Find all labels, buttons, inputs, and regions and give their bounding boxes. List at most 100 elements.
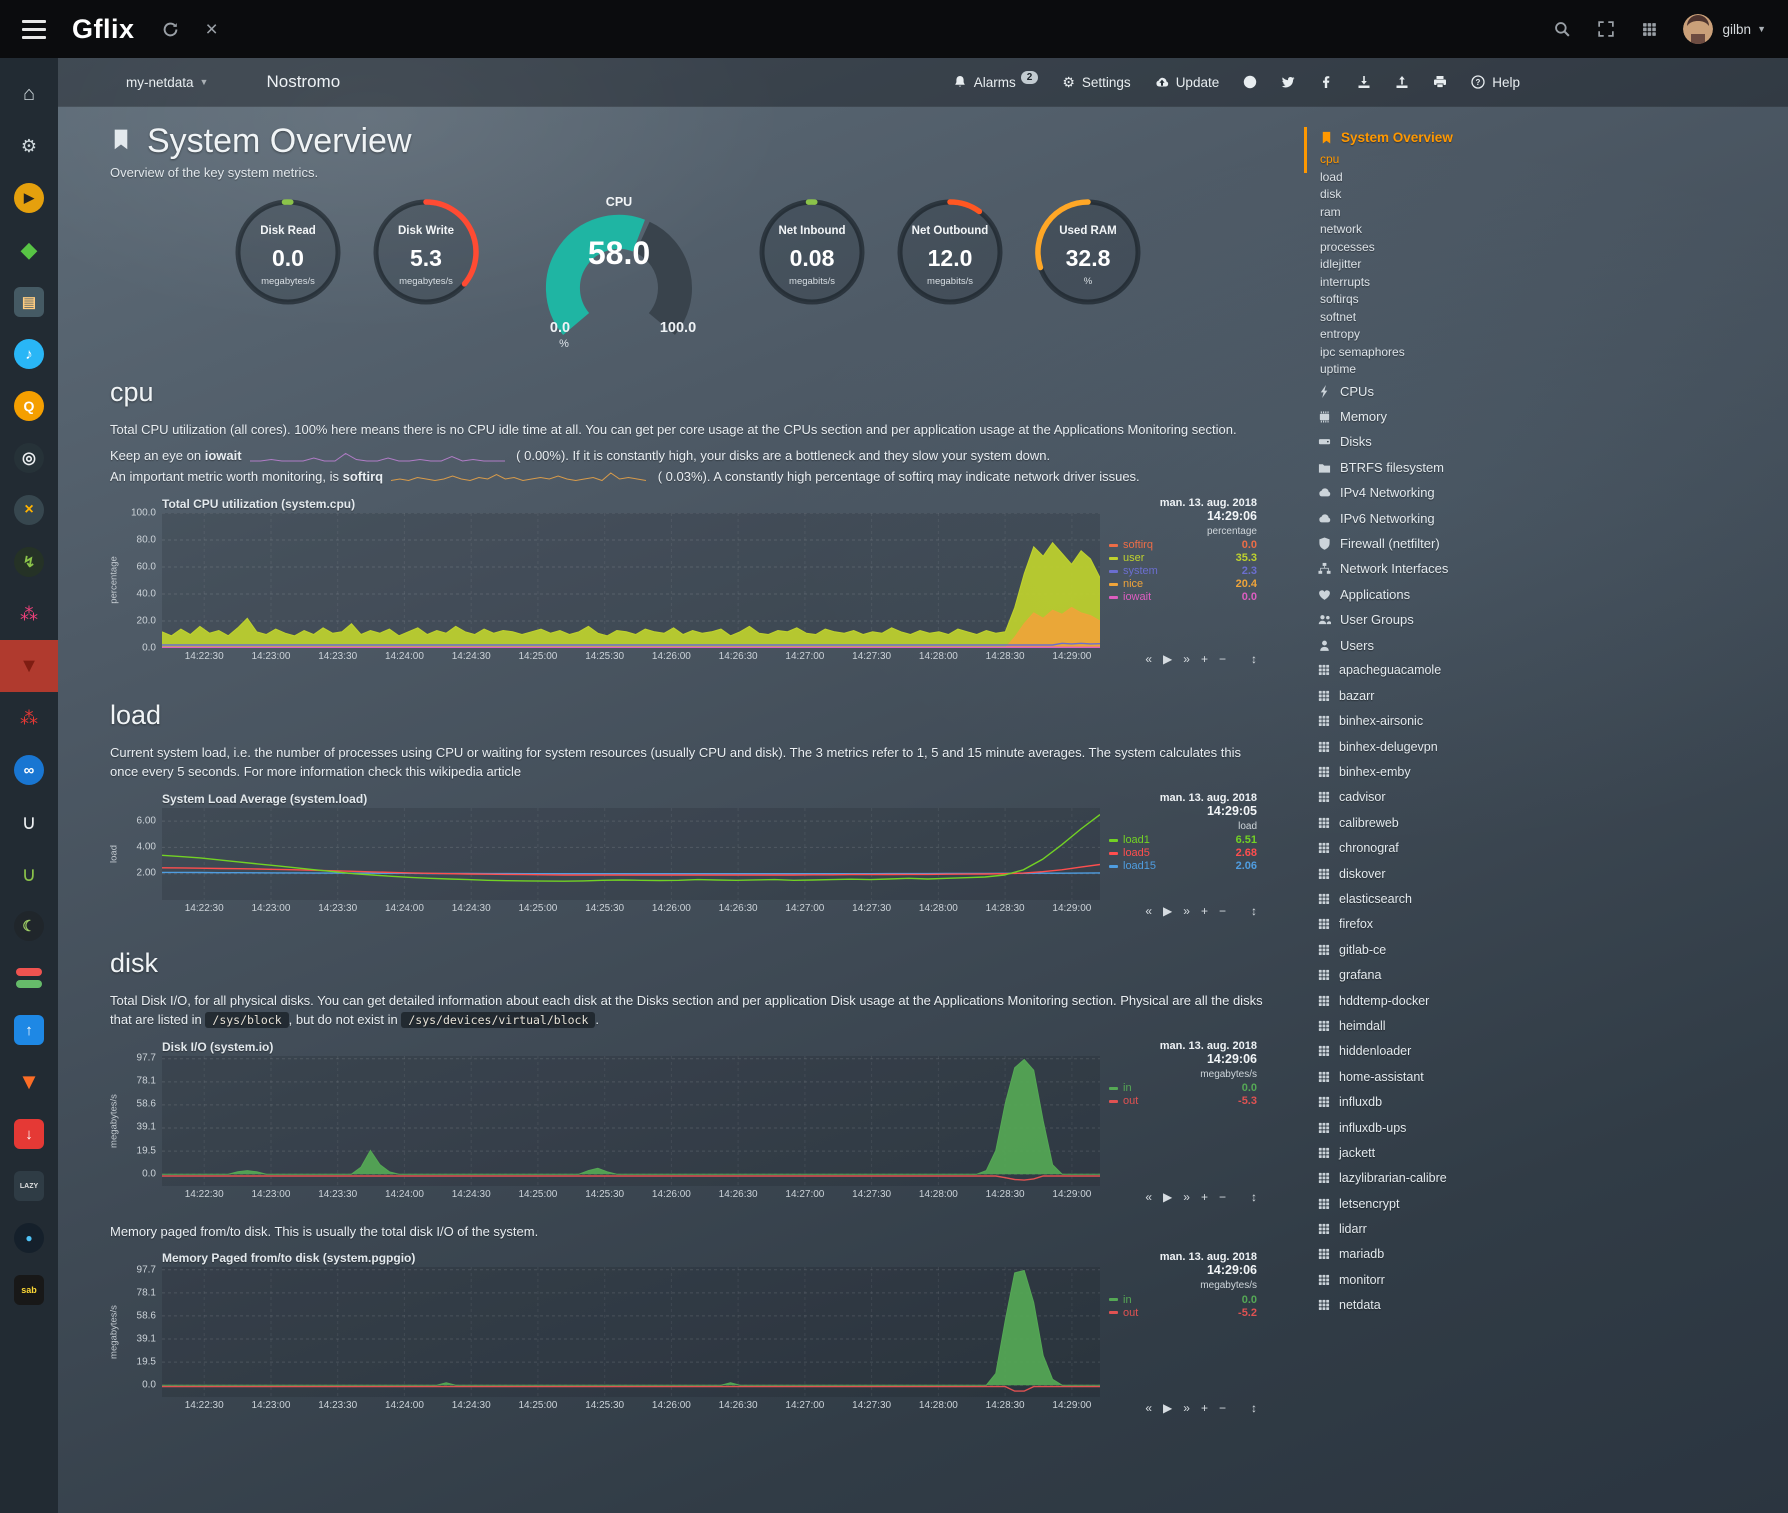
resize-handle-icon[interactable]: ↕ (1251, 651, 1257, 666)
avatar[interactable] (1682, 14, 1713, 44)
refresh-icon[interactable] (163, 22, 178, 37)
skip-back-icon[interactable]: « (1145, 1401, 1153, 1415)
menu-app-calibreweb[interactable]: calibreweb (1316, 810, 1566, 835)
menu-section-ipv6-networking[interactable]: IPv6 Networking (1316, 505, 1566, 530)
navbar-facebook-button[interactable] (1319, 75, 1333, 89)
menu-section-network-interfaces[interactable]: Network Interfaces (1316, 556, 1566, 581)
menu-app-chronograf[interactable]: chronograf (1316, 836, 1566, 861)
menu-app-lidarr[interactable]: lidarr (1316, 1216, 1566, 1241)
resize-handle-icon[interactable]: ↕ (1251, 1401, 1257, 1415)
sidebar-item-app-cluster[interactable]: ⁂ (0, 692, 58, 744)
menu-app-home-assistant[interactable]: home-assistant (1316, 1064, 1566, 1089)
menu-section-firewall-netfilter-[interactable]: Firewall (netfilter) (1316, 531, 1566, 556)
sidebar-item-app-shield[interactable]: ▼ (0, 640, 58, 692)
menu-section-memory[interactable]: Memory (1316, 404, 1566, 429)
skip-forward-icon[interactable]: » (1183, 651, 1190, 666)
menu-app-grafana[interactable]: grafana (1316, 962, 1566, 987)
sidebar-item-app-sabnzbd[interactable]: sab (0, 1264, 58, 1316)
menu-icon[interactable] (22, 19, 46, 39)
menu-app-binhex-airsonic[interactable]: binhex-airsonic (1316, 709, 1566, 734)
menu-section-disks[interactable]: Disks (1316, 429, 1566, 454)
navbar-settings-button[interactable]: ⚙ Settings (1062, 75, 1130, 90)
sidebar-item-app-horseshoe[interactable]: ∪ (0, 796, 58, 848)
menu-sub-entropy[interactable]: entropy (1320, 327, 1361, 341)
zoom-in-icon[interactable]: + (1200, 1401, 1208, 1415)
menu-sub-softirqs[interactable]: softirqs (1320, 292, 1359, 306)
legend-load5[interactable]: load5 2.68 (1109, 847, 1257, 860)
menu-app-jackett[interactable]: jackett (1316, 1140, 1566, 1165)
sidebar-item-app-radarr[interactable]: ◎ (0, 432, 58, 484)
menu-sub-cpu[interactable]: cpu (1320, 152, 1340, 166)
menu-app-binhex-delugevpn[interactable]: binhex-delugevpn (1316, 734, 1566, 759)
legend-in[interactable]: in 0.0 (1109, 1293, 1257, 1306)
menu-sub-ipc-semaphores[interactable]: ipc semaphores (1320, 344, 1405, 359)
skip-back-icon[interactable]: « (1145, 1189, 1153, 1204)
legend-load15[interactable]: load15 2.06 (1109, 860, 1257, 873)
disk-plot-area[interactable]: 97.7 78.1 58.6 39.1 19.5 0.0 14:22:30 14:23:00 1… (109, 1053, 1100, 1200)
fullscreen-icon[interactable] (1597, 21, 1614, 37)
sidebar-item-app-lazylibrarian[interactable]: LAZY (0, 1160, 58, 1212)
menu-section-users[interactable]: Users (1316, 632, 1566, 657)
skip-forward-icon[interactable]: » (1183, 1401, 1190, 1415)
skip-forward-icon[interactable]: » (1183, 903, 1190, 918)
legend-out[interactable]: out -5.3 (1109, 1095, 1257, 1108)
sidebar-item-app-moon[interactable]: ☾ (0, 900, 58, 952)
menu-app-monitorr[interactable]: monitorr (1316, 1267, 1566, 1292)
play-icon[interactable]: ▶ (1163, 903, 1173, 918)
sidebar-item-app-gitlab[interactable]: ▼ (0, 1056, 58, 1108)
sidebar-item-app-nextcloud[interactable]: ∞ (0, 744, 58, 796)
navbar-update-button[interactable]: Update (1155, 75, 1219, 90)
menu-system-overview[interactable]: System Overview (1304, 127, 1566, 173)
menu-app-bazarr[interactable]: bazarr (1316, 683, 1566, 708)
apps-grid-icon[interactable] (1642, 22, 1657, 37)
menu-section-btrfs-filesystem[interactable]: BTRFS filesystem (1316, 455, 1566, 480)
close-icon[interactable]: × (205, 17, 218, 41)
navbar-github-button[interactable] (1243, 75, 1257, 89)
menu-sub-disk[interactable]: disk (1320, 187, 1342, 201)
sidebar-item-app-emby[interactable]: ◆ (0, 224, 58, 276)
sidebar-item-app-jackett[interactable]: Q (0, 380, 58, 432)
user-menu[interactable]: gilbn ▼ (1723, 22, 1766, 37)
menu-app-apacheguacamole[interactable]: apacheguacamole (1316, 658, 1566, 683)
menu-app-firefox[interactable]: firefox (1316, 912, 1566, 937)
sidebar-item-app-library[interactable]: ▤ (0, 276, 58, 328)
menu-app-cadvisor[interactable]: cadvisor (1316, 785, 1566, 810)
legend-softirq[interactable]: softirq 0.0 (1109, 539, 1257, 552)
skip-back-icon[interactable]: « (1145, 651, 1153, 666)
sidebar-item-app-airsonic[interactable]: ♪ (0, 328, 58, 380)
menu-sub-ram[interactable]: ram (1320, 204, 1341, 219)
menu-app-diskover[interactable]: diskover (1316, 861, 1566, 886)
menu-section-ipv4-networking[interactable]: IPv4 Networking (1316, 480, 1566, 505)
legend-system[interactable]: system 2.3 (1109, 565, 1257, 578)
menu-app-heimdall[interactable]: heimdall (1316, 1013, 1566, 1038)
mem-plot-area[interactable]: 97.7 78.1 58.6 39.1 19.5 0.0 14:22:30 14:23:00 1… (109, 1264, 1100, 1411)
gauge-net-outbound[interactable]: Net Outbound 12.0 megabits/s (890, 192, 1010, 317)
legend-iowait[interactable]: iowait 0.0 (1109, 591, 1257, 604)
sidebar-item-app-ring[interactable]: × (0, 484, 58, 536)
zoom-out-icon[interactable]: − (1218, 651, 1226, 666)
menu-sub-interrupts[interactable]: interrupts (1320, 274, 1371, 289)
load-plot-area[interactable]: 6.00 4.00 2.00 14:22:30 14:23:00 14:23:30 14:2… (109, 807, 1100, 914)
menu-app-hiddenloader[interactable]: hiddenloader (1316, 1039, 1566, 1064)
menu-app-binhex-emby[interactable]: binhex-emby (1316, 759, 1566, 784)
sidebar-item-app-bars[interactable] (0, 952, 58, 1004)
zoom-out-icon[interactable]: − (1218, 1189, 1226, 1204)
menu-app-hddtemp-docker[interactable]: hddtemp-docker (1316, 988, 1566, 1013)
menu-sub-idlejitter[interactable]: idlejitter (1320, 257, 1362, 271)
menu-sub-load[interactable]: load (1320, 169, 1343, 184)
menu-app-influxdb-ups[interactable]: influxdb-ups (1316, 1115, 1566, 1140)
menu-app-lazylibrarian-calibre[interactable]: lazylibrarian-calibre (1316, 1166, 1566, 1191)
sidebar-item-home[interactable]: ⌂ (0, 68, 58, 120)
menu-sub-network[interactable]: network (1320, 222, 1363, 236)
play-icon[interactable]: ▶ (1163, 651, 1173, 666)
sidebar-item-app-ubooquity[interactable]: ∪ (0, 848, 58, 900)
resize-handle-icon[interactable]: ↕ (1251, 903, 1257, 918)
cpu-plot-area[interactable]: 100.0 80.0 60.0 40.0 20.0 0.0 14:22:30 14:23:00… (109, 507, 1100, 662)
menu-sub-uptime[interactable]: uptime (1320, 362, 1357, 376)
zoom-in-icon[interactable]: + (1200, 1189, 1208, 1204)
legend-user[interactable]: user 35.3 (1109, 552, 1257, 565)
gauge-net-inbound[interactable]: Net Inbound 0.08 megabits/s (752, 192, 872, 317)
gauge-disk-write[interactable]: Disk Write 5.3 megabytes/s (366, 192, 486, 317)
menu-sub-softnet[interactable]: softnet (1320, 309, 1357, 324)
resize-handle-icon[interactable]: ↕ (1251, 1189, 1257, 1204)
